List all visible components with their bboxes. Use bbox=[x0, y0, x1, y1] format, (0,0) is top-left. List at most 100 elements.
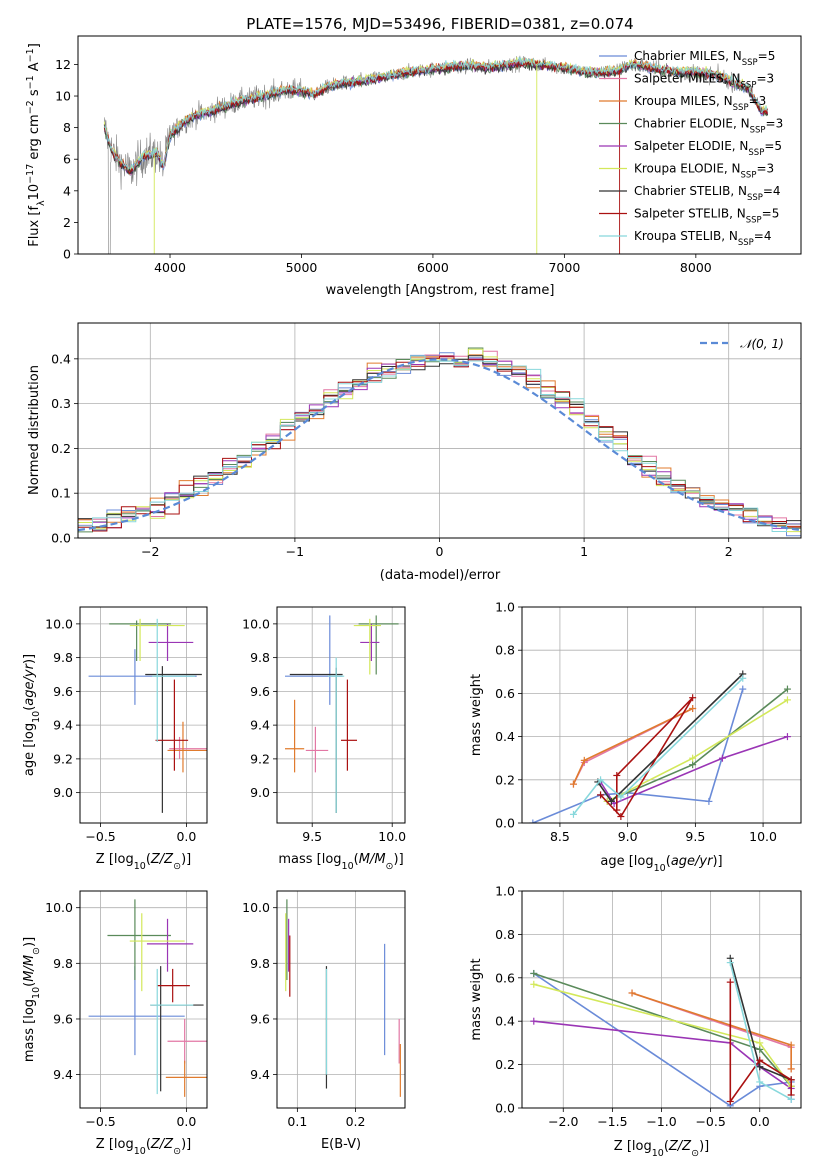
plus-marker bbox=[783, 685, 791, 693]
y-tick-label: 0.2 bbox=[51, 441, 71, 456]
x-tick-label: −2.0 bbox=[548, 1114, 578, 1129]
y-tick-label: 9.8 bbox=[250, 956, 270, 971]
y-tick-label: 0.0 bbox=[495, 816, 515, 831]
errorbar-point-chabrier-stelib bbox=[145, 666, 202, 813]
legend-entry: Chabrier MILES, NSSP=5 bbox=[634, 49, 775, 68]
plus-marker bbox=[628, 989, 636, 997]
residual-histogram: −2 −1 0 1 2 0.0 0.1 0.2 0.3 0.4 𝒩(0, 1) (data-model… bbox=[27, 322, 802, 583]
axes-frame bbox=[79, 890, 208, 1109]
ebv-mass-panel: 0.1 0.2 9.4 9.6 9.8 10.0 E(B-V) bbox=[242, 890, 406, 1152]
errorbar-point-kroupa-elodie bbox=[353, 618, 381, 675]
x-tick-label: 5000 bbox=[286, 260, 318, 275]
y-tick-label: 10.0 bbox=[242, 616, 270, 631]
x-tick-label: −2 bbox=[141, 544, 159, 559]
series-salpeter-elodie bbox=[530, 1017, 795, 1092]
x-tick-label: 0.2 bbox=[346, 1114, 366, 1129]
figure-title: PLATE=1576, MJD=53496, FIBERID=0381, z=0… bbox=[246, 15, 633, 33]
series-chabrier-stelib bbox=[726, 954, 795, 1084]
plus-marker bbox=[580, 756, 588, 764]
legend-entry: Salpeter MILES, NSSP=3 bbox=[634, 72, 774, 91]
axes-frame bbox=[77, 35, 802, 255]
x-tick-label: −1.0 bbox=[646, 1114, 676, 1129]
y-tick-label: 0.6 bbox=[495, 686, 515, 701]
series-kroupa-stelib bbox=[726, 959, 795, 1103]
y-tick-label: 0.1 bbox=[51, 486, 71, 501]
y-axis-label: Normed distribution bbox=[27, 365, 42, 495]
y-axis-label: Flux [fλ10−17 erg cm−2 s−1 A−1] bbox=[25, 43, 47, 247]
x-tick-label: 0.0 bbox=[176, 829, 196, 844]
series-line bbox=[572, 677, 744, 815]
spectrum-legend: Chabrier MILES, NSSP=5 Salpeter MILES, NS… bbox=[599, 49, 783, 248]
y-tick-label: 1.0 bbox=[495, 600, 515, 615]
spectrum-chart-marks bbox=[103, 55, 769, 254]
series-line bbox=[533, 1020, 792, 1090]
x-axis-label: age [log10(age/yr)] bbox=[600, 854, 722, 874]
plus-marker bbox=[756, 1039, 764, 1047]
y-tick-label: 6 bbox=[63, 152, 71, 167]
plus-marker bbox=[613, 771, 621, 779]
x-tick-label: 0.0 bbox=[176, 1114, 196, 1129]
errorbar-point-kroupa-stelib bbox=[328, 657, 345, 813]
legend-entry: Kroupa STELIB, NSSP=4 bbox=[634, 229, 772, 248]
legend-entry: Chabrier STELIB, NSSP=4 bbox=[634, 184, 781, 203]
plus-marker bbox=[718, 754, 726, 762]
y-axis-label: mass [log10(M/M⊙)] bbox=[22, 937, 42, 1062]
errorbar-point-chabrier-elodie bbox=[107, 899, 171, 981]
observed-spectrum bbox=[104, 55, 762, 254]
series-salpeter-stelib bbox=[597, 694, 697, 821]
x-tick-label: 9.5 bbox=[685, 829, 705, 844]
plus-marker bbox=[739, 674, 747, 682]
series-salpeter-elodie bbox=[597, 733, 791, 808]
gaussian-curve bbox=[78, 358, 801, 532]
residual-histogram-marks bbox=[78, 347, 801, 537]
y-tick-label: 9.8 bbox=[53, 956, 73, 971]
z-mass-panel-marks bbox=[88, 899, 207, 1097]
errorbar-point-salpeter-miles bbox=[305, 726, 329, 773]
y-tick-label: 10.0 bbox=[242, 900, 270, 915]
y-tick-label: 0.2 bbox=[495, 1057, 515, 1072]
x-tick-label: 8.5 bbox=[550, 829, 570, 844]
series-kroupa-miles bbox=[628, 989, 795, 1073]
plus-marker bbox=[617, 793, 625, 801]
legend-entry: Chabrier ELODIE, NSSP=3 bbox=[634, 117, 783, 136]
gaussian-legend-label: 𝒩(0, 1) bbox=[740, 337, 784, 351]
y-tick-label: 9.2 bbox=[250, 751, 270, 766]
errorbar-point-salpeter-stelib bbox=[155, 679, 189, 771]
x-tick-label: 0 bbox=[436, 544, 444, 559]
plus-marker bbox=[569, 780, 577, 788]
plus-marker bbox=[530, 969, 538, 977]
y-tick-label: 1.0 bbox=[495, 884, 515, 899]
z-mass-panel: −0.5 0.0 9.4 9.6 9.8 10.0 Z [log10(Z/Z⊙)] mass … bbox=[22, 890, 208, 1157]
x-axis-label: mass [log10(M/M⊙)] bbox=[278, 852, 403, 872]
y-tick-label: 0.4 bbox=[495, 1014, 515, 1029]
x-tick-label: 8000 bbox=[680, 260, 712, 275]
y-axis-label: mass weight bbox=[469, 958, 484, 1040]
y-tick-label: 9.0 bbox=[250, 785, 270, 800]
x-tick-label: 10.0 bbox=[749, 829, 777, 844]
plus-marker bbox=[787, 1065, 795, 1073]
axes-frame bbox=[521, 606, 802, 824]
plus-marker bbox=[783, 733, 791, 741]
errorbar-point-chabrier-stelib bbox=[150, 966, 204, 1092]
y-tick-label: 10.0 bbox=[45, 900, 73, 915]
x-tick-label: 10.0 bbox=[378, 829, 406, 844]
y-tick-label: 9.4 bbox=[250, 718, 270, 733]
y-tick-label: 9.6 bbox=[53, 684, 73, 699]
x-tick-label: −0.5 bbox=[695, 1114, 725, 1129]
plus-marker bbox=[756, 1078, 764, 1086]
plus-marker bbox=[530, 1017, 538, 1025]
x-tick-label: −0.5 bbox=[85, 829, 115, 844]
x-axis-label: wavelength [Angstrom, rest frame] bbox=[326, 283, 555, 298]
series-chabrier-miles bbox=[530, 969, 795, 1108]
y-tick-label: 9.8 bbox=[250, 650, 270, 665]
errorbar-point-chabrier-miles bbox=[88, 966, 185, 1056]
y-axis-label: mass weight bbox=[469, 674, 484, 756]
z-age-panel-marks bbox=[88, 618, 207, 813]
errorbar-point-kroupa-miles bbox=[165, 1060, 207, 1097]
spectrum-chart: 4000 5000 6000 7000 8000 0 2 4 6 8 10 12 Chabrier MI… bbox=[25, 35, 802, 298]
mass-age-panel-marks bbox=[285, 615, 399, 813]
axes-frame bbox=[79, 606, 208, 824]
legend-entry: Kroupa ELODIE, NSSP=3 bbox=[634, 162, 774, 181]
y-tick-label: 0.2 bbox=[495, 772, 515, 787]
